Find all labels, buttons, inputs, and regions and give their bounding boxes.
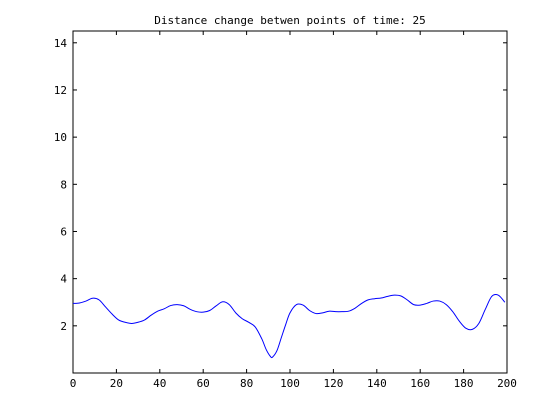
series-line (73, 294, 505, 357)
x-tick-label: 160 (410, 377, 430, 390)
plot-area-frame (73, 31, 507, 373)
y-tick-label: 8 (60, 178, 67, 191)
series-layer (73, 294, 505, 357)
y-tick-label: 4 (60, 273, 67, 286)
x-tick-label: 80 (240, 377, 253, 390)
x-tick-label: 100 (280, 377, 300, 390)
x-tick-label: 60 (197, 377, 210, 390)
y-tick-label: 2 (60, 320, 67, 333)
x-tick-label: 40 (153, 377, 166, 390)
x-tick-label: 180 (454, 377, 474, 390)
x-tick-label: 200 (497, 377, 517, 390)
x-tick-label: 120 (323, 377, 343, 390)
y-tick-label: 14 (54, 37, 68, 50)
chart-title: Distance change betwen points of time: 2… (154, 14, 426, 27)
x-tick-label: 140 (367, 377, 387, 390)
x-tick-label: 0 (70, 377, 77, 390)
x-tick-label: 20 (110, 377, 123, 390)
y-axis: 2 4 6 8 10 12 14 (54, 37, 507, 333)
y-tick-label: 12 (54, 84, 67, 97)
y-tick-label: 10 (54, 131, 67, 144)
x-axis: 0 20 40 60 80 100 120 140 160 180 200 (70, 31, 517, 390)
y-tick-label: 6 (60, 225, 67, 238)
